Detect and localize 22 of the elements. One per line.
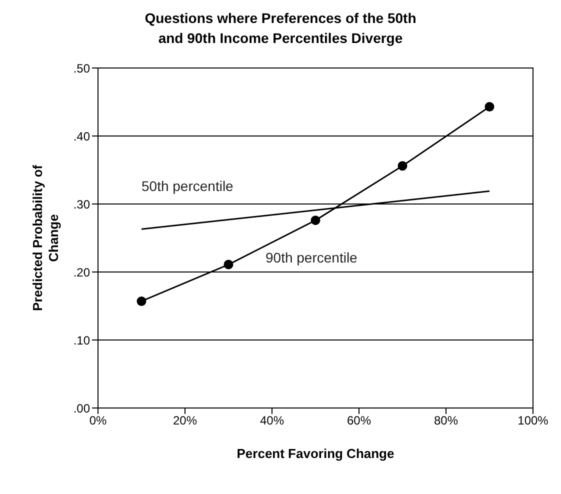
point [224, 260, 234, 270]
y-tick-label: .30 [73, 197, 90, 212]
point [310, 216, 320, 226]
point [398, 161, 408, 171]
x-tick-label: 60% [346, 414, 372, 428]
series-label: 90th percentile [266, 249, 358, 266]
y-tick-label: .20 [73, 265, 90, 280]
x-axis-title: Percent Favoring Change [236, 446, 394, 461]
x-tick-label: 100% [518, 414, 549, 428]
x-tick-label: 80% [434, 414, 458, 428]
x-tick-label: 20% [172, 414, 198, 428]
y-axis-title: Predicted Probability of Change [30, 164, 61, 311]
chart-title: Questions where Preferences of the 50th and 90th Income Percentiles Diverge [144, 9, 418, 48]
point [136, 296, 146, 306]
y-tick-label: .00 [73, 401, 90, 416]
x-tick-label: 0% [89, 414, 107, 428]
x-tick-label: 40% [260, 414, 284, 428]
y-tick-label: .50 [73, 61, 90, 76]
series-label: 50th percentile [142, 178, 234, 194]
y-tick-label: .40 [73, 129, 90, 144]
y-tick-label: .10 [73, 333, 90, 348]
point [484, 102, 494, 112]
